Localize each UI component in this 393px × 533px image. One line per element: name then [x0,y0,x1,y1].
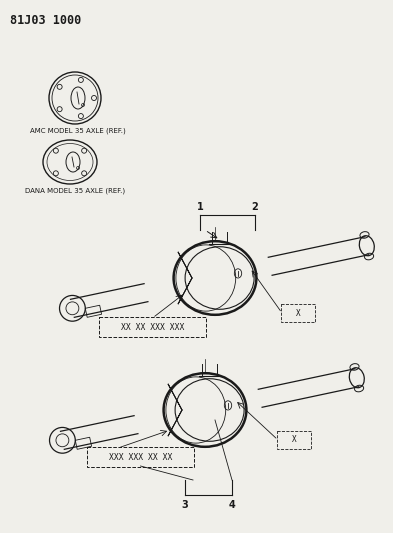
Text: XXX XXX XX XX: XXX XXX XX XX [109,453,172,462]
Bar [85,305,102,317]
Text: 2: 2 [252,202,258,212]
Text: 3: 3 [182,500,188,510]
Text: DANA MODEL 35 AXLE (REF.): DANA MODEL 35 AXLE (REF.) [25,188,125,195]
Text: X: X [292,435,296,445]
Text: 1: 1 [196,202,203,212]
Bar [75,437,92,449]
Text: 4: 4 [229,500,235,510]
Text: X: X [296,309,300,318]
Text: 81J03 1000: 81J03 1000 [10,14,81,27]
Text: AMC MODEL 35 AXLE (REF.): AMC MODEL 35 AXLE (REF.) [30,127,126,133]
Text: XX XX XXX XXX: XX XX XXX XXX [121,322,184,332]
